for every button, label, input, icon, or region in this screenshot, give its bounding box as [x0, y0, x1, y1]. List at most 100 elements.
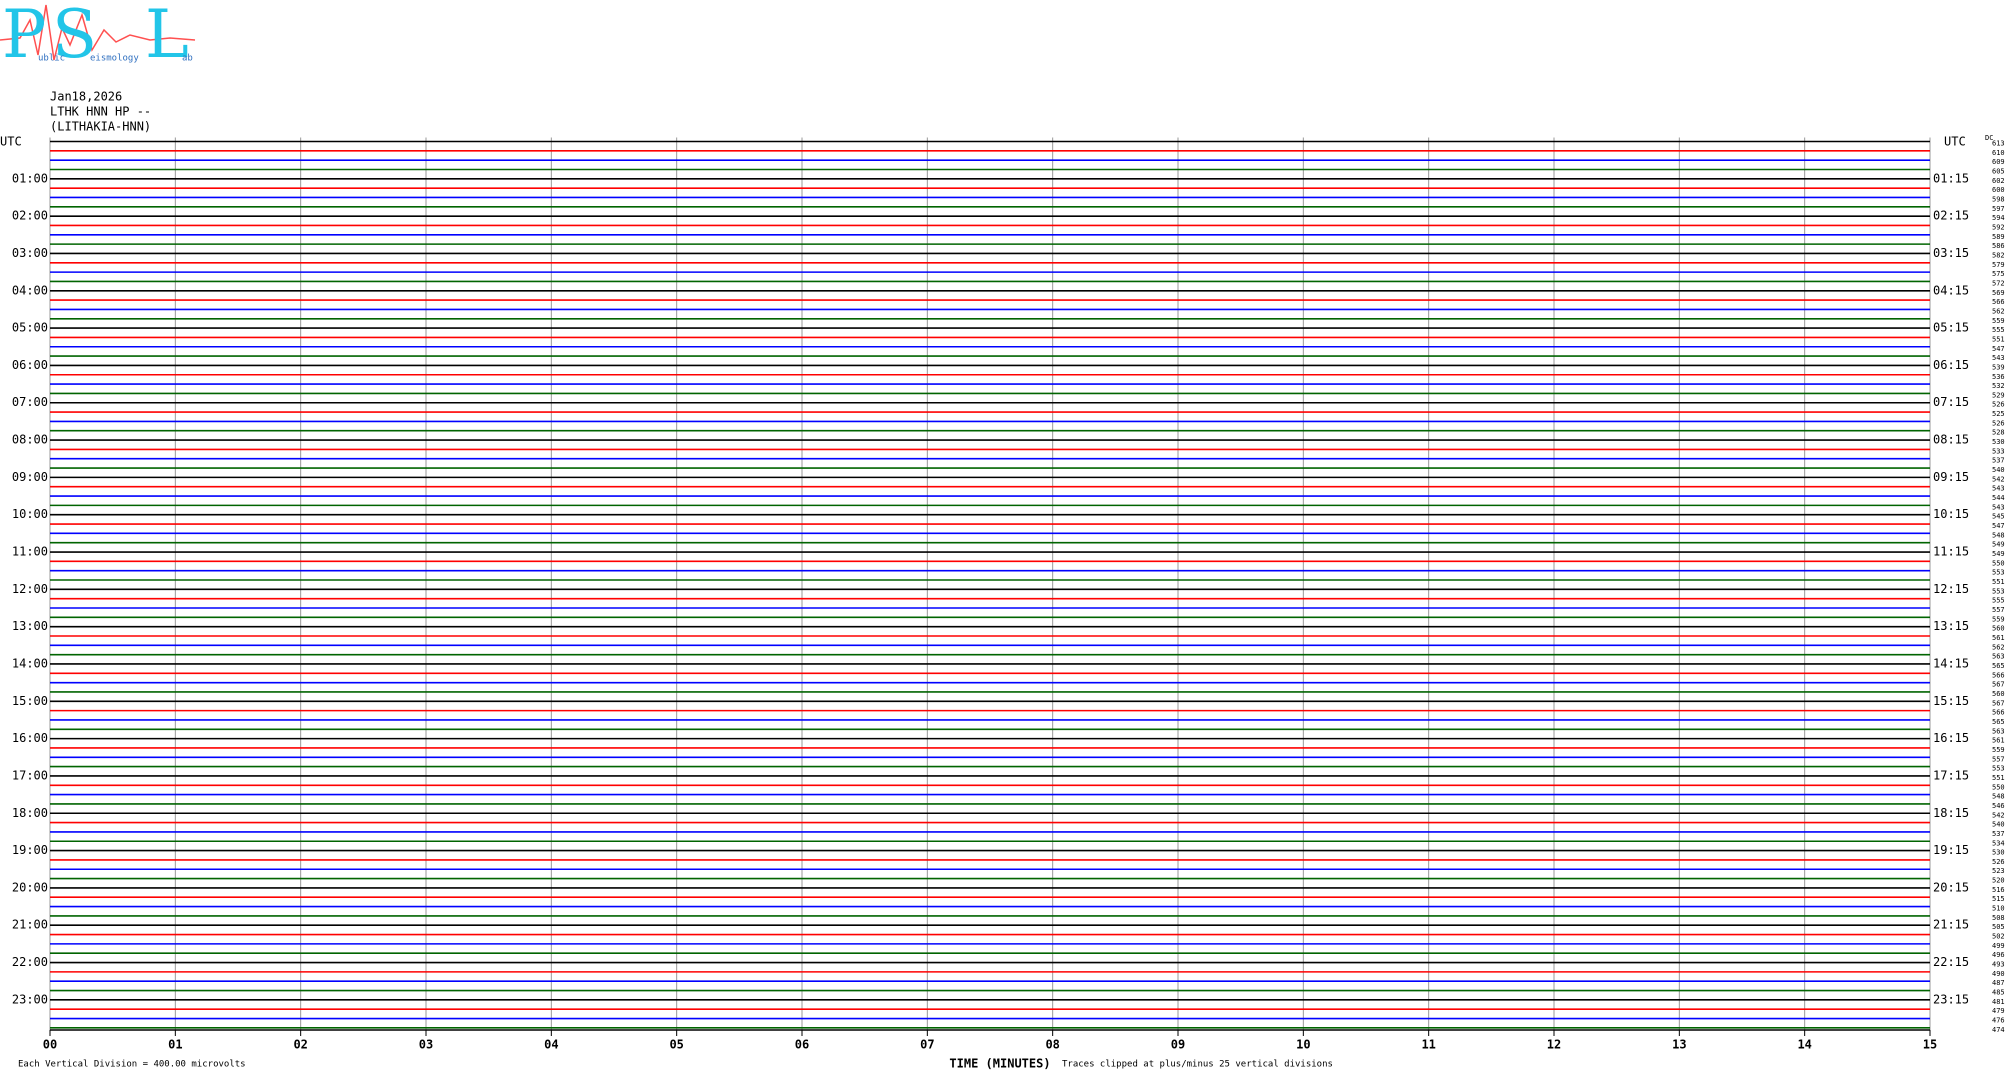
x-axis-title: TIME (MINUTES): [949, 1057, 1050, 1071]
x-tick-label: 08: [1045, 1038, 1059, 1052]
dc-offset: 529: [1992, 391, 2005, 399]
date: Jan18,2026: [50, 90, 122, 104]
logo-wave: [0, 4, 196, 61]
x-tick-label: 13: [1672, 1038, 1686, 1052]
logo-word: ublic: [38, 54, 65, 64]
dc-offset: 562: [1992, 643, 2005, 651]
dc-offset: 546: [1992, 802, 2005, 810]
dc-offset: 526: [1992, 401, 2005, 409]
dc-offset: 526: [1992, 419, 2005, 427]
dc-offset: 499: [1992, 942, 2005, 950]
x-tick-label: 07: [920, 1038, 934, 1052]
dc-offset: 537: [1992, 457, 2005, 465]
dc-offset: 598: [1992, 195, 2005, 203]
dc-offset: 594: [1992, 214, 2005, 222]
left-hour-label: 17:00: [12, 768, 48, 782]
dc-offset: 561: [1992, 737, 2005, 745]
dc-offset: 592: [1992, 223, 2005, 231]
dc-offset: 572: [1992, 279, 2005, 287]
dc-offset: 586: [1992, 242, 2005, 250]
x-tick-label: 01: [168, 1038, 182, 1052]
location: (LITHAKIA-HNN): [50, 120, 151, 134]
dc-offset: 533: [1992, 447, 2005, 455]
dc-offset: 542: [1992, 811, 2005, 819]
right-hour-label: 05:15: [1933, 321, 1969, 335]
dc-offset: 560: [1992, 625, 2005, 633]
left-hour-label: 04:00: [12, 283, 48, 297]
right-hour-label: 22:15: [1933, 955, 1969, 969]
dc-offset: 563: [1992, 653, 2005, 661]
dc-offset: 545: [1992, 513, 2005, 521]
dc-offset: 516: [1992, 886, 2005, 894]
dc-offset: 569: [1992, 289, 2005, 297]
right-hour-label: 04:15: [1933, 283, 1969, 297]
footer-left: Each Vertical Division = 400.00 microvol…: [18, 1060, 246, 1070]
dc-offset: 505: [1992, 923, 2005, 931]
dc-offset: 559: [1992, 746, 2005, 754]
right-hour-label: 06:15: [1933, 358, 1969, 372]
dc-offset: 508: [1992, 914, 2005, 922]
x-tick-label: 10: [1296, 1038, 1310, 1052]
dc-offset: 553: [1992, 587, 2005, 595]
right-hour-label: 08:15: [1933, 433, 1969, 447]
right-hour-label: 11:15: [1933, 545, 1969, 559]
dc-offset: 610: [1992, 149, 2005, 157]
dc-offset: 481: [1992, 998, 2005, 1006]
logo-letter: L: [145, 0, 189, 73]
right-hour-label: 03:15: [1933, 246, 1969, 260]
left-hour-label: 06:00: [12, 358, 48, 372]
logo-letter: P: [2, 0, 46, 73]
right-hour-label: 16:15: [1933, 731, 1969, 745]
dc-offset: 562: [1992, 307, 2005, 315]
dc-offset: 528: [1992, 429, 2005, 437]
dc-offset: 551: [1992, 774, 2005, 782]
dc-offset: 536: [1992, 373, 2005, 381]
dc-offset: 557: [1992, 755, 2005, 763]
dc-offset: 520: [1992, 877, 2005, 885]
dc-offset: 543: [1992, 354, 2005, 362]
x-tick-label: 12: [1547, 1038, 1561, 1052]
x-tick-label: 05: [669, 1038, 683, 1052]
dc-offset: 510: [1992, 905, 2005, 913]
dc-offset: 530: [1992, 849, 2005, 857]
dc-offset: 563: [1992, 727, 2005, 735]
dc-offset: 550: [1992, 783, 2005, 791]
dc-offset: 479: [1992, 1007, 2005, 1015]
left-hour-label: 10:00: [12, 507, 48, 521]
x-tick-label: 14: [1797, 1038, 1811, 1052]
left-axis-title: UTC: [0, 135, 22, 149]
x-tick-label: 00: [43, 1038, 57, 1052]
dc-offset: 515: [1992, 895, 2005, 903]
dc-offset: 557: [1992, 606, 2005, 614]
dc-offset: 566: [1992, 709, 2005, 717]
dc-offset: 542: [1992, 475, 2005, 483]
left-hour-label: 18:00: [12, 806, 48, 820]
x-tick-label: 15: [1923, 1038, 1937, 1052]
dc-offset: 579: [1992, 261, 2005, 269]
right-hour-label: 10:15: [1933, 507, 1969, 521]
right-hour-label: 01:15: [1933, 171, 1969, 185]
dc-offset: 551: [1992, 578, 2005, 586]
right-hour-label: 14:15: [1933, 656, 1969, 670]
footer-right: Traces clipped at plus/minus 25 vertical…: [1062, 1060, 1333, 1070]
right-hour-label: 09:15: [1933, 470, 1969, 484]
dc-offset: 549: [1992, 550, 2005, 558]
station: LTHK HNN HP --: [50, 105, 151, 119]
dc-offset: 565: [1992, 718, 2005, 726]
right-hour-label: 18:15: [1933, 806, 1969, 820]
dc-offset: 550: [1992, 559, 2005, 567]
right-hour-label: 15:15: [1933, 694, 1969, 708]
dc-offset: 567: [1992, 681, 2005, 689]
dc-offset: 539: [1992, 363, 2005, 371]
dc-offset: 559: [1992, 615, 2005, 623]
dc-offset: 551: [1992, 335, 2005, 343]
left-hour-label: 12:00: [12, 582, 48, 596]
dc-offset: 609: [1992, 158, 2005, 166]
logo-word: ab: [182, 54, 193, 64]
dc-offset: 597: [1992, 205, 2005, 213]
left-hour-label: 15:00: [12, 694, 48, 708]
dc-offset: 548: [1992, 531, 2005, 539]
dc-offset: 566: [1992, 671, 2005, 679]
right-hour-label: 23:15: [1933, 992, 1969, 1006]
right-hour-label: 17:15: [1933, 768, 1969, 782]
